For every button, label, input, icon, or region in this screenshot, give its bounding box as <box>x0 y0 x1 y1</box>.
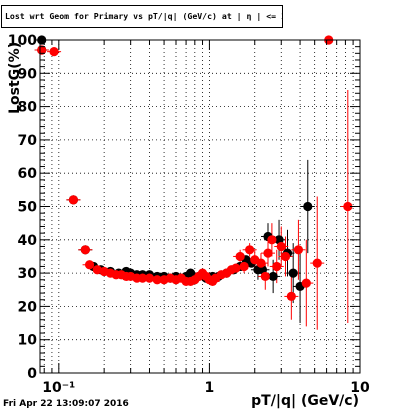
data-point <box>144 273 155 283</box>
data-point <box>137 273 148 283</box>
y-tick-label: 80 <box>18 100 38 116</box>
timestamp-footer: Fri Apr 22 13:09:07 2016 <box>3 399 129 409</box>
data-point <box>267 235 277 245</box>
data-point <box>68 195 79 205</box>
y-tick-label: 20 <box>18 299 38 315</box>
x-tick-label: 10 <box>350 380 370 396</box>
data-point <box>239 261 249 272</box>
data-point <box>303 201 313 212</box>
y-tick-label: 70 <box>18 133 38 149</box>
tick-labels: 0 10 20 30 40 50 60 70 80 90 100 10⁻¹ 1 10 <box>8 33 370 396</box>
data-point <box>260 271 270 282</box>
data-point <box>235 251 245 262</box>
data-point <box>256 258 266 268</box>
data-point <box>152 275 162 285</box>
data-point <box>286 291 296 302</box>
data-point <box>49 47 59 57</box>
data-point <box>276 241 286 252</box>
chart-title: Lost wrt Geom for Primary vs pT/|q| (GeV… <box>1 5 283 28</box>
data-point <box>231 263 241 273</box>
data-point <box>263 248 273 258</box>
data-point <box>293 245 304 255</box>
y-tick-label: 60 <box>18 166 38 182</box>
data-point <box>343 201 353 212</box>
y-tick-label: 40 <box>18 233 38 249</box>
y-tick-label: 30 <box>18 266 38 282</box>
data-point <box>312 258 322 268</box>
data-point <box>268 271 278 282</box>
data-point <box>92 265 102 275</box>
x-axis-label: pT/|q| (GeV/c) <box>251 393 359 409</box>
x-tick-label: 10⁻¹ <box>42 380 75 396</box>
y-tick-label: 0 <box>27 366 37 382</box>
data-point <box>272 261 282 272</box>
data-point <box>280 251 291 262</box>
data-point <box>80 245 90 255</box>
axes <box>39 39 361 374</box>
y-tick-label: 10 <box>18 333 38 349</box>
data-point <box>245 245 255 255</box>
data-point <box>288 268 298 278</box>
x-tick-label: 1 <box>205 380 215 396</box>
data-point <box>185 268 196 278</box>
y-tick-label: 50 <box>18 200 38 216</box>
data-point <box>301 278 311 288</box>
data-points <box>37 35 353 302</box>
y-axis-label: LostG(%) <box>7 42 23 114</box>
data-point <box>37 45 47 55</box>
data-point <box>84 260 95 270</box>
y-tick-label: 90 <box>18 66 38 82</box>
y-tick-label: 100 <box>8 33 37 49</box>
